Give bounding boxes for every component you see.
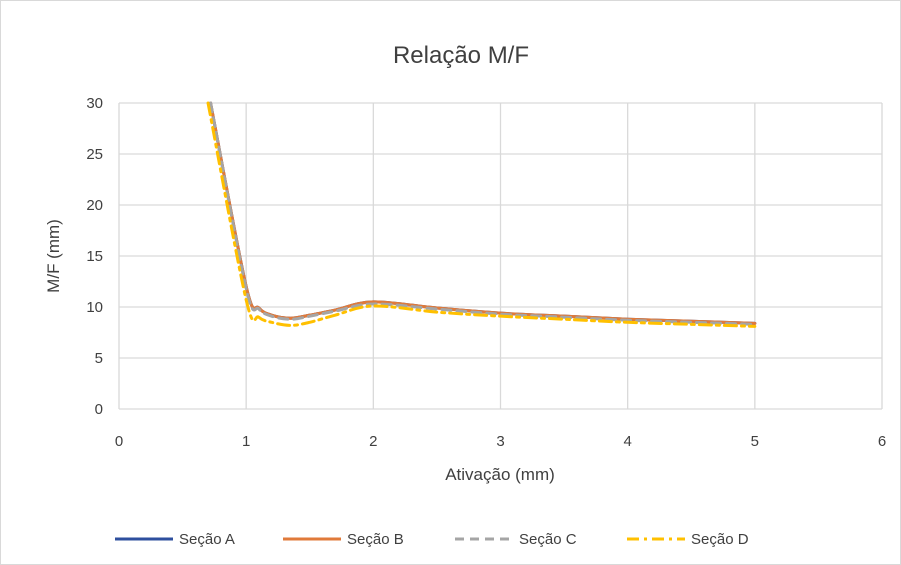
y-tick-label-2: 10 <box>86 299 103 316</box>
y-tick-label-6: 30 <box>86 95 103 112</box>
legend-label-4: Seção D <box>691 531 749 548</box>
series-layer <box>206 101 757 328</box>
x-tick-label-2: 2 <box>369 433 377 450</box>
x-tick-label-6: 6 <box>878 433 886 450</box>
x-tick-label-5: 5 <box>751 433 759 450</box>
legend-label-2: Seção B <box>347 531 404 548</box>
tick-layer: 0 5 10 15 20 25 30 0 1 2 3 4 5 6 <box>86 95 886 450</box>
x-tick-label-3: 3 <box>496 433 504 450</box>
legend-label-3: Seção C <box>519 531 577 548</box>
y-axis-title: M/F (mm) <box>44 219 63 293</box>
x-tick-label-0: 0 <box>115 433 123 450</box>
y-tick-label-0: 0 <box>95 401 103 418</box>
y-tick-label-4: 20 <box>86 197 103 214</box>
series-line-4 <box>206 101 757 328</box>
y-tick-label-1: 5 <box>95 350 103 367</box>
chart-title: Relação M/F <box>393 42 529 69</box>
series-line-3 <box>209 101 757 326</box>
legend-label-1: Seção A <box>179 531 235 548</box>
grid-layer <box>118 102 883 410</box>
y-tick-label-3: 15 <box>86 248 103 265</box>
series-line-2 <box>209 101 757 325</box>
legend: Seção A Seção B Seção C Seção D <box>115 531 749 548</box>
x-axis-title: Ativação (mm) <box>445 465 555 484</box>
series-line-1 <box>209 101 757 325</box>
x-tick-label-4: 4 <box>623 433 631 450</box>
y-tick-label-5: 25 <box>86 146 103 163</box>
x-tick-label-1: 1 <box>242 433 250 450</box>
